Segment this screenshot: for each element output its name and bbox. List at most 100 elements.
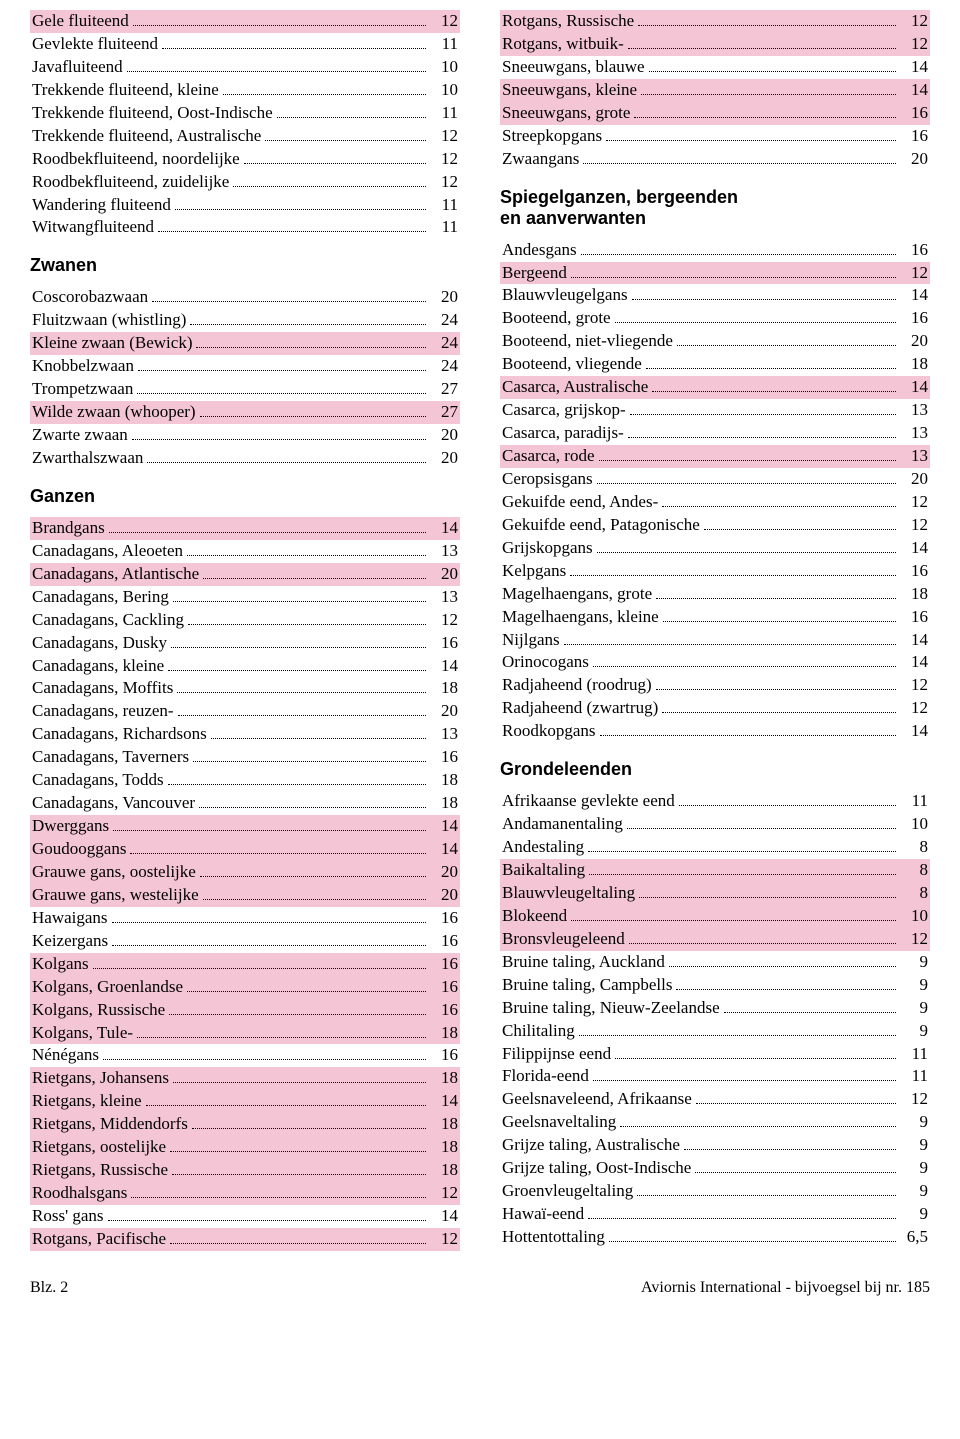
species-name: Kolgans, Russische [32, 999, 165, 1022]
value: 20 [430, 563, 458, 586]
index-row: Baikaltaling8 [500, 859, 930, 882]
index-row: Canadagans, kleine14 [30, 655, 460, 678]
leader-dots [113, 816, 426, 831]
index-row: Filippijnse eend11 [500, 1043, 930, 1066]
value: 12 [430, 10, 458, 33]
species-name: Hottentottaling [502, 1226, 605, 1249]
index-row: Streepkopgans16 [500, 125, 930, 148]
value: 20 [900, 468, 928, 491]
species-name: Roodhalsgans [32, 1182, 127, 1205]
index-row: Chilitaling9 [500, 1020, 930, 1043]
species-name: Bronsvleugeleend [502, 928, 625, 951]
value: 14 [900, 651, 928, 674]
index-row: Gekuifde eend, Andes-12 [500, 491, 930, 514]
value: 16 [430, 632, 458, 655]
index-row: Grauwe gans, oostelijke20 [30, 861, 460, 884]
leader-dots [570, 561, 896, 576]
index-row: Hawaigans16 [30, 907, 460, 930]
leader-dots [620, 1113, 896, 1128]
index-row: Blokeend10 [500, 905, 930, 928]
value: 27 [430, 401, 458, 424]
leader-dots [168, 771, 426, 786]
index-row: Canadagans, Vancouver18 [30, 792, 460, 815]
index-row: Ross' gans14 [30, 1205, 460, 1228]
leader-dots [265, 126, 426, 141]
index-row: Witwangfluiteend11 [30, 216, 460, 239]
value: 12 [430, 125, 458, 148]
leader-dots [656, 676, 896, 691]
leader-dots [609, 1227, 896, 1242]
index-row: Canadagans, Dusky16 [30, 632, 460, 655]
leader-dots [193, 748, 426, 763]
value: 16 [900, 307, 928, 330]
value: 16 [430, 953, 458, 976]
leader-dots [187, 541, 426, 556]
leader-dots [173, 587, 426, 602]
value: 8 [900, 836, 928, 859]
species-name: Rietgans, Russische [32, 1159, 168, 1182]
index-row: Casarca, grijskop-13 [500, 399, 930, 422]
species-name: Hawaigans [32, 907, 108, 930]
leader-dots [190, 311, 426, 326]
species-name: Rietgans, Middendorfs [32, 1113, 188, 1136]
species-name: Gevlekte fluiteend [32, 33, 158, 56]
species-name: Rotgans, Russische [502, 10, 634, 33]
index-row: Zwarthalszwaan20 [30, 447, 460, 470]
index-row: Kolgans, Russische16 [30, 999, 460, 1022]
leader-dots [629, 929, 896, 944]
value: 9 [900, 1157, 928, 1180]
species-name: Dwerggans [32, 815, 109, 838]
value: 16 [900, 125, 928, 148]
value: 13 [430, 723, 458, 746]
value: 27 [430, 378, 458, 401]
index-row: Groenvleugeltaling9 [500, 1180, 930, 1203]
left-column: Gele fluiteend12Gevlekte fluiteend11Java… [30, 10, 460, 1251]
right-column: Rotgans, Russische12Rotgans, witbuik-12S… [500, 10, 930, 1251]
leader-dots [138, 357, 426, 372]
index-row: Geelsnaveleend, Afrikaanse12 [500, 1088, 930, 1111]
value: 16 [900, 239, 928, 262]
species-name: Canadagans, Taverners [32, 746, 189, 769]
species-name: Kleine zwaan (Bewick) [32, 332, 192, 355]
index-row: Hottentottaling6,5 [500, 1226, 930, 1249]
leader-dots [244, 149, 426, 164]
value: 9 [900, 974, 928, 997]
value: 12 [900, 10, 928, 33]
species-name: Baikaltaling [502, 859, 585, 882]
species-name: Roodbekfluiteend, noordelijke [32, 148, 240, 171]
index-row: Grijskopgans14 [500, 537, 930, 560]
leader-dots [130, 839, 426, 854]
leader-dots [188, 610, 426, 625]
index-row: Booteend, grote16 [500, 307, 930, 330]
leader-dots [169, 1000, 426, 1015]
species-name: Geelsnaveltaling [502, 1111, 616, 1134]
leader-dots [615, 1044, 896, 1059]
leader-dots [170, 1229, 426, 1244]
leader-dots [203, 564, 426, 579]
value: 12 [900, 928, 928, 951]
index-row: Florida-eend11 [500, 1065, 930, 1088]
value: 18 [430, 1159, 458, 1182]
leader-dots [662, 492, 896, 507]
leader-dots [93, 954, 426, 969]
index-row: Rotgans, Russische 12 [500, 10, 930, 33]
index-row: Keizergans16 [30, 930, 460, 953]
index-row: Gevlekte fluiteend11 [30, 33, 460, 56]
value: 11 [900, 1065, 928, 1088]
index-row: Ceropsisgans20 [500, 468, 930, 491]
value: 13 [900, 422, 928, 445]
species-name: Orinocogans [502, 651, 589, 674]
index-row: Rietgans, kleine14 [30, 1090, 460, 1113]
leader-dots [600, 722, 897, 737]
leader-dots [641, 80, 896, 95]
index-row: Andestaling8 [500, 836, 930, 859]
section-heading: Spiegelganzen, bergeendenen aanverwanten [500, 187, 930, 229]
index-row: Grijze taling, Australische9 [500, 1134, 930, 1157]
value: 9 [900, 997, 928, 1020]
index-row: Trekkende fluiteend, Oost-Indische11 [30, 102, 460, 125]
value: 12 [900, 697, 928, 720]
value: 14 [900, 79, 928, 102]
index-row: Canadagans, Richardsons13 [30, 723, 460, 746]
leader-dots [684, 1136, 896, 1151]
leader-dots [638, 11, 896, 26]
